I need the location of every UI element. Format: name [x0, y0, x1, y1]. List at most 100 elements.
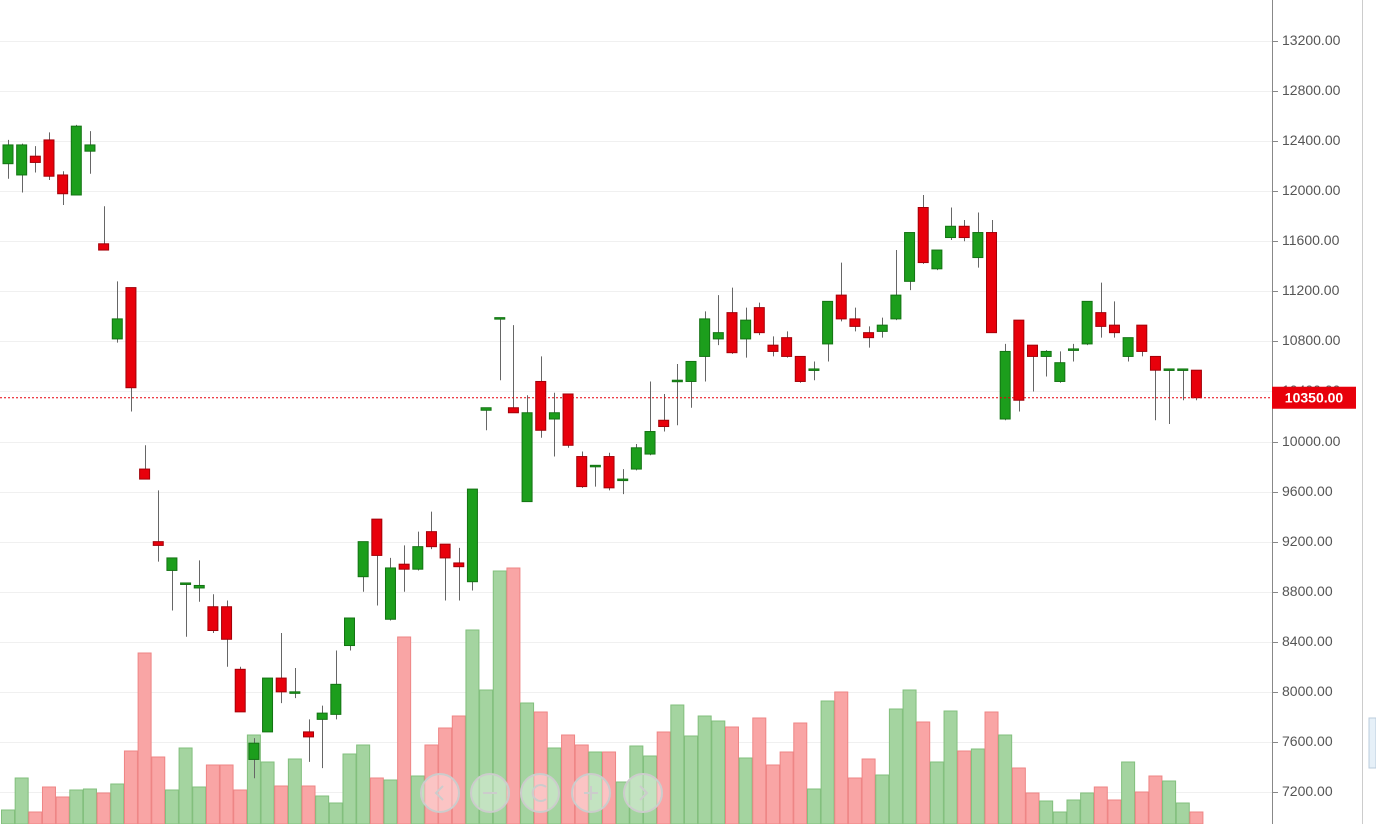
volume-bar [588, 751, 603, 824]
candle-body [712, 332, 724, 340]
volume-bar [1, 809, 15, 824]
candle-body [685, 360, 697, 382]
nav-reset[interactable] [520, 773, 560, 813]
candles [0, 124, 1272, 779]
volume-bar [752, 717, 767, 824]
candle-body [125, 287, 137, 389]
nav-left[interactable] [420, 773, 460, 813]
volume-bar [998, 734, 1013, 824]
candle-body [589, 464, 601, 468]
volume-bar [888, 708, 903, 824]
candle-body [111, 318, 123, 340]
candle-body [316, 712, 328, 720]
candle-body [794, 355, 806, 382]
volume-bar [820, 700, 835, 824]
candle-body [617, 478, 629, 482]
volume-bar [82, 788, 97, 824]
nav-right[interactable] [623, 773, 663, 813]
volume-bar [847, 777, 862, 824]
candle-body [480, 407, 492, 411]
candle-body [371, 518, 383, 556]
volume-bar [970, 748, 985, 824]
volume-bar [55, 796, 70, 824]
candle-body [753, 307, 765, 334]
volume-bar [779, 751, 794, 824]
candle-body [152, 541, 164, 546]
volume-bar [834, 691, 849, 824]
candle-body [1027, 344, 1038, 357]
volume-bar [629, 745, 644, 824]
candle-body [863, 332, 875, 339]
volume-bar [315, 795, 330, 824]
scroll-handle[interactable] [1368, 717, 1376, 769]
candle-body [808, 368, 820, 371]
last-price-box [1272, 386, 1356, 409]
volume-bar [274, 785, 289, 824]
candle-body [699, 318, 711, 357]
candle-body [986, 232, 998, 334]
volume-bar [110, 783, 125, 824]
volume-bar [506, 567, 521, 824]
nav-zoom-in[interactable] [571, 773, 611, 813]
candle-body [357, 541, 369, 578]
y-tick-label: 7200.00 [1282, 783, 1333, 799]
candle-body [221, 606, 233, 640]
candle-body [1013, 319, 1025, 401]
last-price-label: 10350.00 [1285, 389, 1344, 405]
y-tick-label: 12400.00 [1282, 132, 1341, 148]
volume-bar [520, 702, 535, 824]
y-tick-label: 8800.00 [1282, 583, 1333, 599]
volume-bar [1148, 775, 1163, 824]
candle-body [999, 350, 1011, 420]
volume-bar [738, 757, 753, 824]
volume-bar [465, 629, 480, 824]
candle-body [1108, 324, 1120, 334]
candle-body [507, 407, 519, 414]
volume-bar [957, 750, 972, 824]
volume-bar [902, 689, 917, 824]
candle-body [904, 232, 916, 282]
y-tick-label: 8400.00 [1282, 633, 1333, 649]
candle-body [344, 617, 355, 647]
y-tick-label: 13200.00 [1282, 32, 1341, 48]
y-tick-label: 8000.00 [1282, 683, 1333, 699]
candle-body [29, 155, 41, 163]
candle-body [521, 412, 533, 503]
price-axis: 7200.00 7600.00 8000.00 8400.00 8800.00 9200.… [1272, 0, 1376, 824]
nav-buttons [420, 773, 663, 813]
candle-body [180, 582, 192, 585]
candle-body [275, 677, 287, 693]
volume-bar [123, 750, 138, 824]
candle-body [234, 668, 246, 713]
candle-body [1190, 369, 1202, 399]
volume-bar [656, 731, 671, 824]
volume-bar [1107, 799, 1122, 824]
candle-body [1177, 368, 1189, 371]
volume-bar [574, 744, 589, 824]
candle-body [262, 677, 274, 733]
nav-zoom-out[interactable] [470, 773, 510, 813]
y-tick-label: 9600.00 [1282, 483, 1333, 499]
candle-body [1163, 368, 1175, 371]
candle-body [43, 139, 55, 177]
candle-body [671, 379, 683, 383]
candle-body [16, 144, 28, 176]
candle-body [972, 232, 984, 259]
volume-bar [697, 715, 712, 824]
volume-bar [806, 788, 821, 824]
volume-bar [219, 764, 234, 824]
volume-bar [929, 761, 944, 824]
volume-bar [765, 764, 780, 824]
candle-body [70, 125, 82, 196]
grid [0, 41, 1272, 793]
candle-body [330, 683, 342, 715]
candle-body [398, 563, 410, 570]
candle-body [248, 742, 260, 760]
volume-bar [793, 722, 808, 824]
volume-bar [1025, 792, 1040, 824]
y-tick-label: 10800.00 [1282, 332, 1341, 348]
candle-body [835, 294, 847, 320]
volume-bar [561, 734, 576, 824]
candle-body [1067, 348, 1079, 351]
y-tick-label: 12000.00 [1282, 182, 1341, 198]
